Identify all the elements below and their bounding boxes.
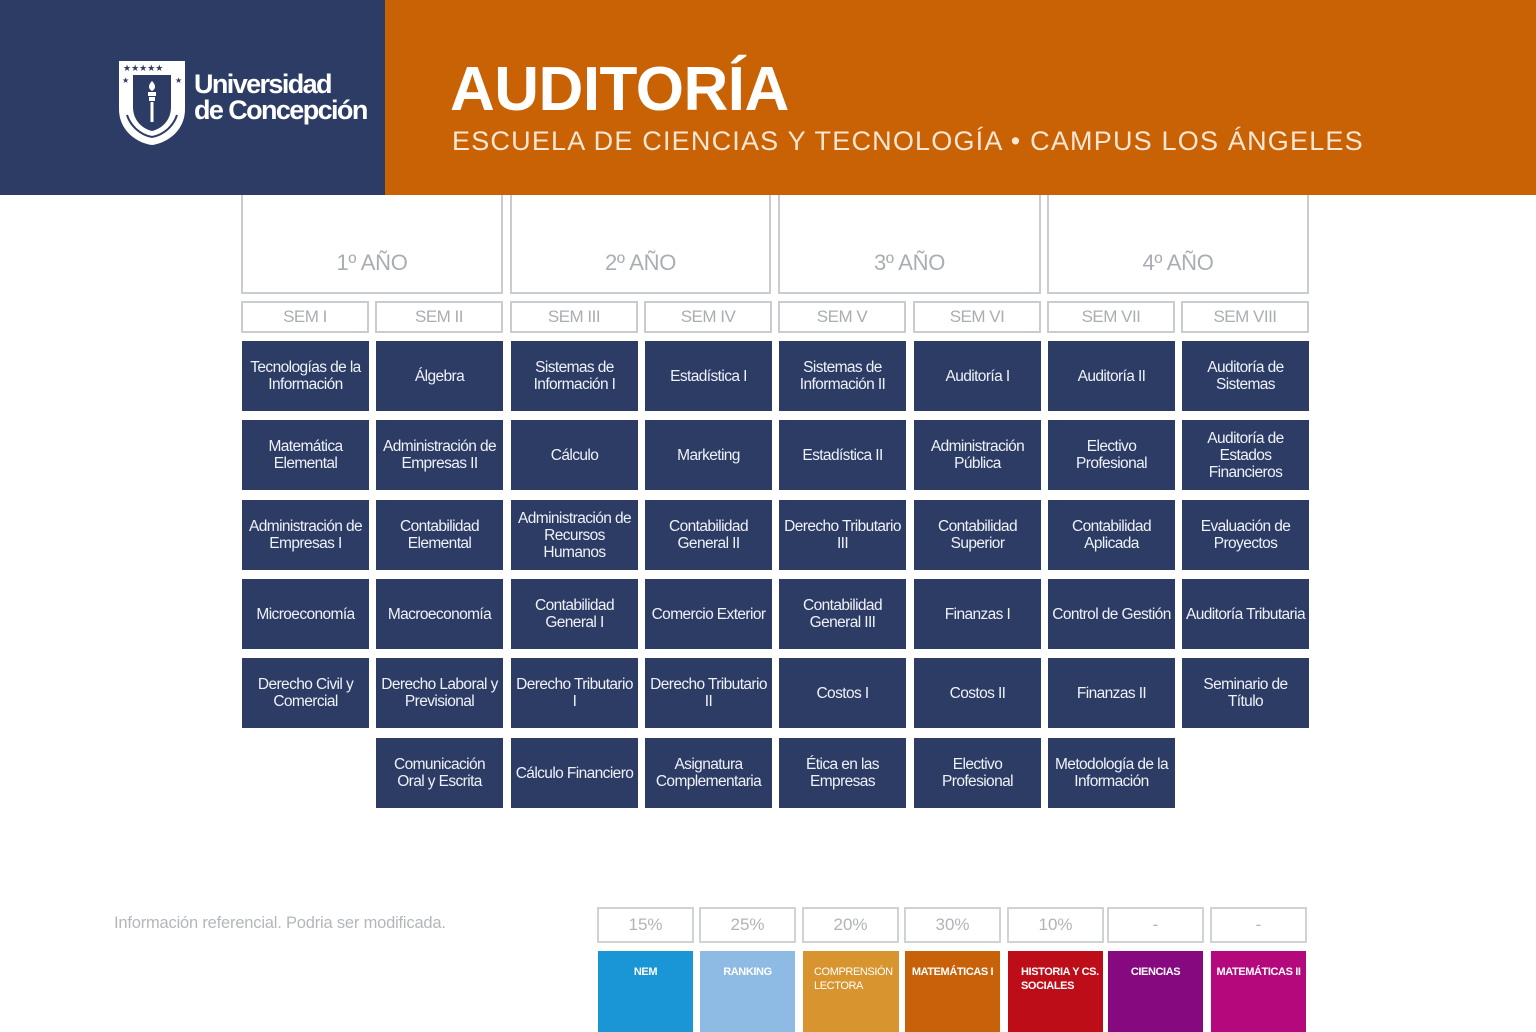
course-card: Seminario de Título	[1182, 658, 1309, 728]
semester-5-header: SEM V	[778, 301, 906, 333]
course-card: Microeconomía	[242, 579, 369, 649]
year-3-header: 3º AÑO	[778, 195, 1041, 294]
course-card: Macroeconomía	[376, 579, 503, 649]
test-label-nem: NEM	[598, 951, 693, 1032]
svg-text:★★★★★: ★★★★★	[123, 64, 163, 74]
course-card: Estadística II	[779, 420, 906, 490]
weight-percent-matematicas-1: 30%	[904, 907, 1001, 943]
logo-panel: ★★★★★ ★ ★ Universidad de Concepción	[0, 0, 385, 195]
course-card: Finanzas I	[914, 579, 1041, 649]
course-card: Control de Gestión	[1048, 579, 1175, 649]
course-card: Administración de Empresas II	[376, 420, 503, 490]
course-card: Costos I	[779, 658, 906, 728]
course-card: Contabilidad Aplicada	[1048, 500, 1175, 570]
course-card: Contabilidad General III	[779, 579, 906, 649]
page-title: AUDITORÍA	[450, 55, 789, 124]
course-card: Comercio Exterior	[645, 579, 772, 649]
semester-6-header: SEM VI	[913, 301, 1041, 333]
course-card: Contabilidad Superior	[914, 500, 1041, 570]
semester-8-header: SEM VIII	[1181, 301, 1309, 333]
course-card: Administración de Recursos Humanos	[511, 500, 638, 570]
title-panel: AUDITORÍA ESCUELA DE CIENCIAS Y TECNOLOG…	[385, 0, 1536, 195]
course-card: Derecho Laboral y Previsional	[376, 658, 503, 728]
course-card: Finanzas II	[1048, 658, 1175, 728]
semester-4-header: SEM IV	[644, 301, 772, 333]
semester-7-header: SEM VII	[1047, 301, 1175, 333]
weight-percent-ciencias: -	[1107, 907, 1204, 943]
course-card: Matemática Elemental	[242, 420, 369, 490]
course-card: Administración Pública	[914, 420, 1041, 490]
test-label-comprension: COMPRENSIÓN LECTORA	[803, 951, 899, 1032]
semester-1-header: SEM I	[241, 301, 369, 333]
year-1-header: 1º AÑO	[241, 195, 503, 294]
course-card: Derecho Tributario I	[511, 658, 638, 728]
university-name-line2: de Concepción	[194, 95, 368, 125]
course-card: Auditoría II	[1048, 341, 1175, 411]
course-card: Contabilidad General II	[645, 500, 772, 570]
semester-3-header: SEM III	[510, 301, 638, 333]
university-name: Universidad de Concepción	[194, 69, 368, 125]
page-subtitle: ESCUELA DE CIENCIAS Y TECNOLOGÍA • CAMPU…	[452, 126, 1364, 156]
course-card: Cálculo Financiero	[511, 738, 638, 808]
weight-percent-historia: 10%	[1007, 907, 1104, 943]
svg-text:★: ★	[175, 76, 182, 85]
university-shield-icon: ★★★★★ ★ ★	[119, 61, 185, 145]
course-card: Evaluación de Proyectos	[1182, 500, 1309, 570]
course-card: Auditoría Tributaria	[1182, 579, 1309, 649]
year-2-header: 2º AÑO	[510, 195, 771, 294]
course-card: Derecho Tributario II	[645, 658, 772, 728]
disclaimer-note: Información referencial. Podria ser modi…	[114, 914, 446, 932]
university-name-line1: Universidad	[194, 69, 333, 99]
course-card: Álgebra	[376, 341, 503, 411]
course-card: Metodología de la Información	[1048, 738, 1175, 808]
course-card: Contabilidad Elemental	[376, 500, 503, 570]
course-card: Asignatura Complementaria	[645, 738, 772, 808]
course-card: Ética en las Empresas	[779, 738, 906, 808]
course-card: Derecho Civil y Comercial	[242, 658, 369, 728]
weight-percent-matematicas-2: -	[1210, 907, 1307, 943]
weight-percent-nem: 15%	[597, 907, 694, 943]
course-card: Auditoría I	[914, 341, 1041, 411]
weight-percent-comprension: 20%	[802, 907, 899, 943]
test-label-ciencias: CIENCIAS	[1108, 951, 1203, 1032]
course-card: Administración de Empresas I	[242, 500, 369, 570]
course-card: Derecho Tributario III	[779, 500, 906, 570]
course-card: Electivo Profesional	[1048, 420, 1175, 490]
course-card: Sistemas de Información II	[779, 341, 906, 411]
course-card: Estadística I	[645, 341, 772, 411]
weight-percent-ranking: 25%	[699, 907, 796, 943]
course-card: Auditoría de Estados Financieros	[1182, 420, 1309, 490]
test-label-matematicas-2: MATEMÁTICAS II	[1211, 951, 1306, 1032]
course-card: Comunicación Oral y Escrita	[376, 738, 503, 808]
course-card: Contabilidad General I	[511, 579, 638, 649]
course-card: Electivo Profesional	[914, 738, 1041, 808]
year-4-header: 4º AÑO	[1047, 195, 1309, 294]
course-card: Cálculo	[511, 420, 638, 490]
course-card: Costos II	[914, 658, 1041, 728]
test-label-ranking: RANKING	[700, 951, 795, 1032]
semester-2-header: SEM II	[375, 301, 503, 333]
course-card: Tecnologías de la Información	[242, 341, 369, 411]
test-label-matematicas-1: MATEMÁTICAS I	[905, 951, 1000, 1032]
course-card: Sistemas de Información I	[511, 341, 638, 411]
test-label-historia: HISTORIA Y CS. SOCIALES	[1008, 951, 1103, 1032]
header-banner: ★★★★★ ★ ★ Universidad de Concepción AUDI…	[0, 0, 1536, 195]
course-card: Auditoría de Sistemas	[1182, 341, 1309, 411]
svg-text:★: ★	[122, 76, 129, 85]
course-card: Marketing	[645, 420, 772, 490]
